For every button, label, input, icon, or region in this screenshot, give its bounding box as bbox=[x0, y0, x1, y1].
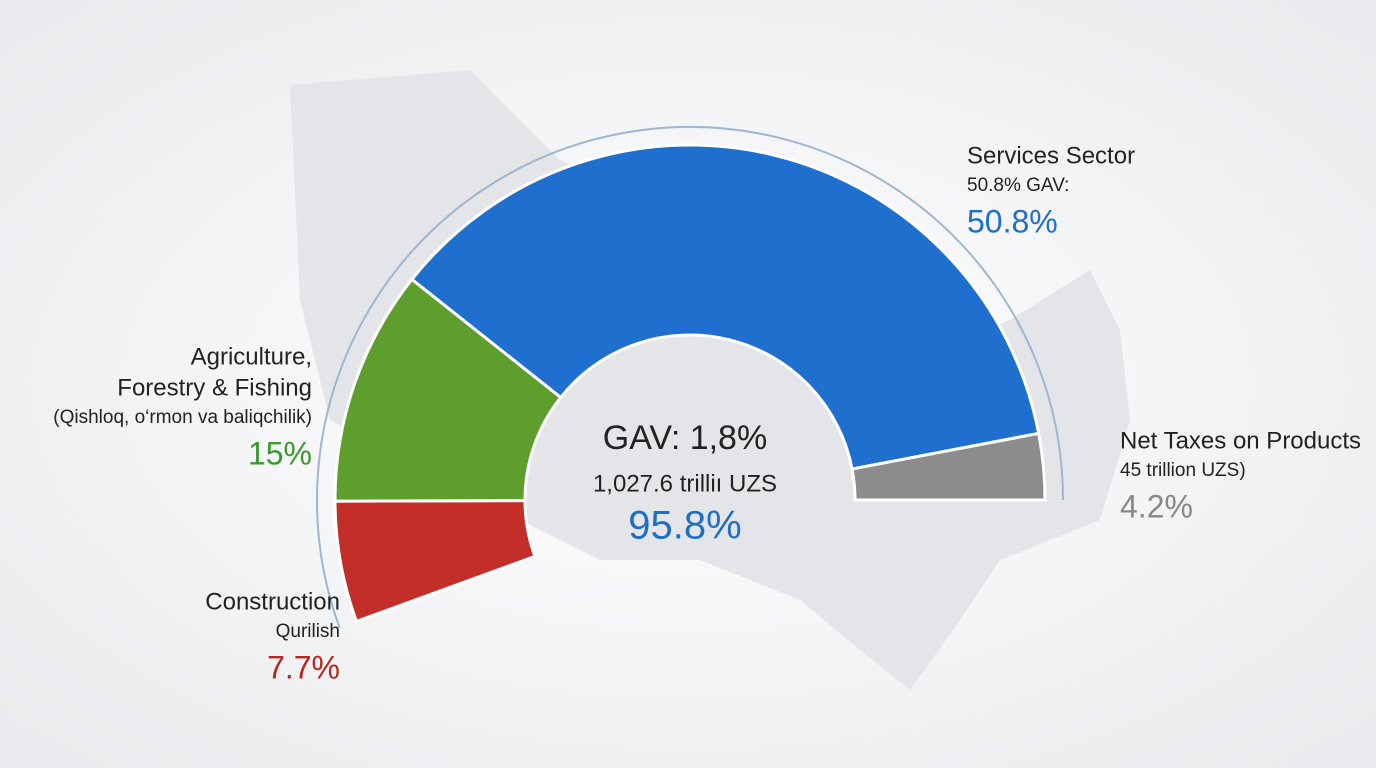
center-subtitle: 1,027.6 trilliı UZS bbox=[593, 470, 777, 497]
segment-label: Net Taxes on Products bbox=[1120, 427, 1361, 454]
segment-value: 4.2% bbox=[1120, 488, 1193, 524]
segment-subtitle: 45 trillion UZS) bbox=[1120, 460, 1246, 481]
segment-label: Construction bbox=[205, 588, 340, 615]
segment-value: 50.8% bbox=[967, 203, 1058, 239]
donut-segment bbox=[409, 143, 1041, 471]
segment-subtitle: (Qishloq, o‘rmon va baliqchilik) bbox=[53, 407, 312, 428]
segment-label: Forestry & Fishing bbox=[117, 374, 312, 401]
center-title: GAV: 1,8% bbox=[603, 419, 767, 457]
segment-subtitle: 50.8% GAV: bbox=[967, 175, 1069, 196]
segment-value: 7.7% bbox=[267, 649, 340, 685]
segment-label: Services Sector bbox=[967, 142, 1135, 169]
segment-label: Agriculture, bbox=[191, 343, 312, 370]
donut bbox=[316, 126, 1064, 628]
donut-segment bbox=[850, 431, 1047, 502]
segment-subtitle: Qurilish bbox=[276, 621, 340, 642]
donut-segment bbox=[333, 277, 563, 503]
segment-value: 15% bbox=[248, 435, 312, 471]
guide-arc bbox=[316, 126, 1064, 628]
center-value: 95.8% bbox=[628, 504, 741, 548]
labels: Construction Qurilish 7.7% Agriculture, Fore… bbox=[53, 142, 1361, 685]
